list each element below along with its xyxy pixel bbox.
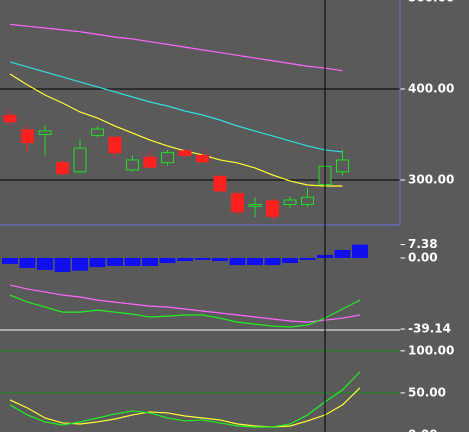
histogram-bar [159, 257, 176, 264]
indicator-line [9, 371, 361, 428]
y-tick-label: 500.00 [408, 0, 454, 4]
histogram-bar [264, 257, 281, 266]
histogram-bar [37, 257, 53, 270]
histogram-bar [229, 257, 246, 266]
candle-body [161, 152, 174, 164]
histogram-bar [177, 257, 193, 262]
histogram-bar [89, 257, 106, 268]
histogram-bar [54, 257, 71, 272]
candle-body [21, 129, 34, 144]
indicator-line [9, 284, 361, 323]
candle-body [301, 196, 314, 206]
candle-body [336, 159, 349, 173]
histogram-bar [282, 257, 298, 264]
y-tick-label: 7.38 [408, 237, 438, 251]
y-tick-label: 100.00 [408, 343, 454, 357]
candle-body [108, 136, 122, 154]
indicator-line [9, 73, 343, 187]
histogram-bar [334, 249, 351, 258]
candle-body [91, 128, 104, 136]
indicator-line [9, 23, 343, 72]
candle-body [143, 156, 157, 168]
candle-body [56, 162, 69, 175]
candle-body [3, 114, 17, 123]
candle-body [266, 200, 279, 217]
histogram-bar [352, 244, 368, 258]
candle-body [283, 199, 297, 206]
histogram-bar [299, 257, 316, 260]
candle-body [248, 204, 262, 207]
histogram-bar [72, 257, 88, 271]
indicator-line [9, 294, 361, 328]
histogram-bar [2, 257, 18, 264]
histogram-bar [107, 257, 123, 266]
candle-body [126, 159, 139, 171]
candle-body [196, 154, 209, 163]
y-tick-label: 300.00 [408, 172, 454, 186]
histogram-bar [194, 257, 211, 260]
indicator-line [9, 61, 343, 153]
y-tick-label: -39.14 [408, 322, 451, 336]
histogram-bar [19, 257, 36, 268]
y-tick-label: 400.00 [408, 81, 454, 95]
y-tick-label: 0.00 [408, 428, 438, 432]
candle-body [38, 130, 52, 135]
y-tick-label: 0.00 [408, 250, 438, 264]
candle-body [231, 193, 244, 213]
indicator-line [9, 387, 361, 428]
histogram-bar [212, 257, 228, 262]
candle-body [213, 175, 227, 192]
histogram-bar [124, 257, 141, 266]
histogram-bar [247, 257, 263, 266]
histogram-bar [142, 257, 158, 266]
y-tick-label: 50.00 [408, 385, 446, 399]
candle-body [178, 150, 192, 156]
candle-body [73, 147, 87, 173]
